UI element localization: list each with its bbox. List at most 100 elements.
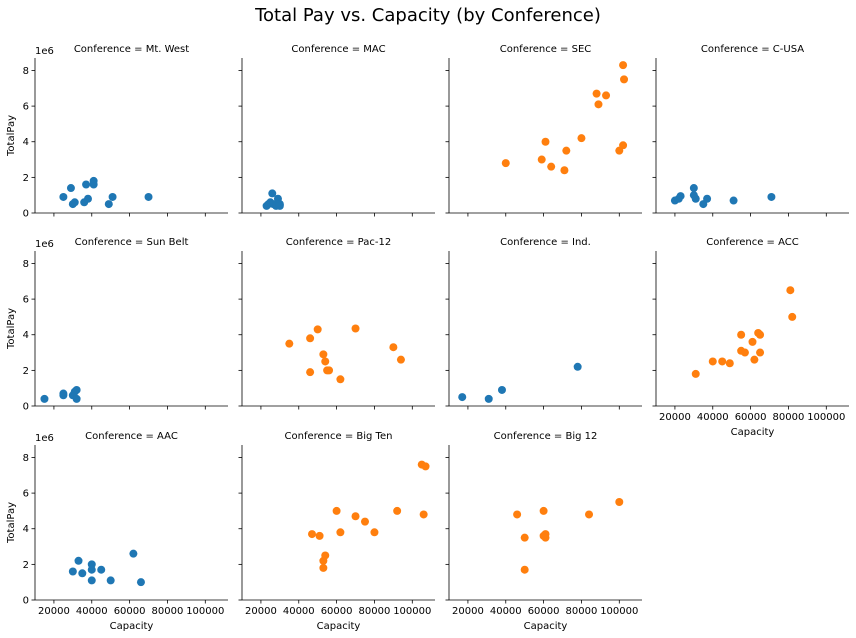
scatter-point bbox=[619, 61, 628, 70]
y-tick-label: 0 bbox=[23, 596, 29, 607]
scatter-point bbox=[619, 141, 628, 150]
scatter-point bbox=[396, 355, 405, 364]
facet-panel: Conference = AAC 0 2 4 6 8 1e6 TotalPay 20000 400… bbox=[6, 431, 228, 632]
x-tick-label: 20000 bbox=[659, 412, 691, 423]
y-tick-label: 4 bbox=[23, 137, 29, 148]
x-tick-label: 40000 bbox=[283, 606, 315, 617]
facet-title: Conference = Pac-12 bbox=[286, 237, 391, 248]
facet-panel: Conference = Big Ten 20000 40000 60000 80000… bbox=[238, 431, 435, 632]
x-tick-label: 20000 bbox=[452, 606, 484, 617]
scatter-point bbox=[497, 385, 506, 394]
scatter-point bbox=[729, 196, 738, 205]
facet-title: Conference = SEC bbox=[500, 44, 592, 55]
scatter-point bbox=[740, 348, 749, 357]
scatter-point bbox=[104, 200, 113, 209]
scatter-point bbox=[129, 549, 138, 558]
scatter-point bbox=[66, 184, 75, 193]
scatter-point bbox=[336, 375, 345, 384]
scatter-point bbox=[78, 569, 87, 578]
scatter-point bbox=[419, 510, 428, 519]
y-tick-label: 2 bbox=[23, 366, 29, 377]
scatter-point bbox=[592, 89, 601, 98]
scatter-point bbox=[136, 578, 145, 587]
scatter-point bbox=[501, 159, 510, 168]
facet-panel: Conference = Pac-12 bbox=[238, 237, 435, 410]
scatter-point bbox=[750, 355, 759, 364]
facet-title: Conference = AAC bbox=[85, 431, 178, 442]
scatter-point bbox=[718, 357, 727, 366]
scatter-point bbox=[351, 324, 360, 333]
scatter-point bbox=[560, 166, 569, 175]
scatter-point bbox=[689, 184, 698, 193]
y-tick-label: 8 bbox=[23, 453, 29, 464]
scatter-point bbox=[615, 498, 624, 507]
scatter-point bbox=[313, 325, 322, 334]
x-tick-label: 40000 bbox=[697, 412, 729, 423]
scatter-point bbox=[89, 180, 98, 189]
scatter-point bbox=[703, 194, 712, 203]
x-axis-label: Capacity bbox=[317, 621, 361, 632]
y-tick-label: 6 bbox=[23, 102, 29, 113]
scatter-point bbox=[389, 343, 398, 352]
scatter-point bbox=[144, 192, 153, 201]
scatter-point bbox=[83, 194, 92, 203]
scatter-point bbox=[537, 155, 546, 164]
facet-panel: Conference = ACC 20000 40000 60000 80000 1000… bbox=[652, 237, 849, 438]
scatter-point bbox=[306, 334, 315, 343]
scatter-point bbox=[82, 180, 91, 189]
scatter-point bbox=[737, 330, 746, 339]
scatter-point bbox=[541, 533, 550, 542]
y-axis-label: TotalPay bbox=[6, 115, 17, 157]
x-tick-label: 100000 bbox=[186, 606, 224, 617]
x-tick-label: 60000 bbox=[114, 606, 146, 617]
y-tick-label: 8 bbox=[23, 66, 29, 77]
y-tick-label: 6 bbox=[23, 489, 29, 500]
scatter-point bbox=[786, 286, 795, 295]
scatter-point bbox=[321, 357, 330, 366]
scatter-point bbox=[676, 192, 685, 201]
scatter-point bbox=[620, 75, 629, 84]
y-tick-label: 2 bbox=[23, 560, 29, 571]
scatter-point bbox=[59, 192, 68, 201]
y-tick-label: 6 bbox=[23, 295, 29, 306]
y-offset-text: 1e6 bbox=[35, 433, 54, 444]
scatter-point bbox=[306, 368, 315, 377]
scatter-point bbox=[315, 531, 324, 540]
scatter-point bbox=[541, 137, 550, 146]
scatter-point bbox=[74, 556, 83, 565]
scatter-point bbox=[87, 576, 96, 585]
facet-title: Conference = Mt. West bbox=[74, 44, 189, 55]
facet-panel: Conference = Mt. West 0 2 4 6 8 1e6 TotalPay bbox=[6, 44, 228, 220]
x-axis-label: Capacity bbox=[110, 621, 154, 632]
y-tick-label: 4 bbox=[23, 330, 29, 341]
scatter-point bbox=[40, 394, 49, 403]
scatter-point bbox=[393, 506, 402, 515]
scatter-point bbox=[72, 385, 81, 394]
scatter-point bbox=[319, 563, 328, 572]
x-tick-label: 100000 bbox=[393, 606, 431, 617]
scatter-point bbox=[59, 389, 68, 398]
scatter-point bbox=[332, 506, 341, 515]
scatter-point bbox=[748, 337, 757, 346]
facet-title: Conference = C-USA bbox=[701, 44, 804, 55]
scatter-point bbox=[285, 339, 294, 348]
scatter-point bbox=[539, 506, 548, 515]
scatter-point bbox=[594, 100, 603, 109]
facet-title: Conference = Big Ten bbox=[285, 431, 393, 442]
x-tick-label: 80000 bbox=[152, 606, 184, 617]
facet-title: Conference = Big 12 bbox=[494, 431, 598, 442]
scatter-point bbox=[336, 528, 345, 537]
facet-title: Conference = Sun Belt bbox=[75, 237, 189, 248]
x-tick-label: 20000 bbox=[38, 606, 70, 617]
x-tick-label: 100000 bbox=[807, 412, 845, 423]
x-axis-label: Capacity bbox=[524, 621, 568, 632]
scatter-point bbox=[573, 362, 582, 371]
facet-panel: Conference = Big 12 20000 40000 60000 80000 1… bbox=[445, 431, 642, 632]
scatter-point bbox=[602, 91, 611, 100]
scatter-point bbox=[321, 551, 330, 560]
scatter-point bbox=[97, 565, 106, 574]
figure-title: Total Pay vs. Capacity (by Conference) bbox=[254, 5, 601, 26]
scatter-point bbox=[458, 393, 467, 402]
x-tick-label: 60000 bbox=[528, 606, 560, 617]
facet-panel: Conference = Sun Belt 0 2 4 6 8 1e6 TotalPay bbox=[6, 237, 228, 413]
